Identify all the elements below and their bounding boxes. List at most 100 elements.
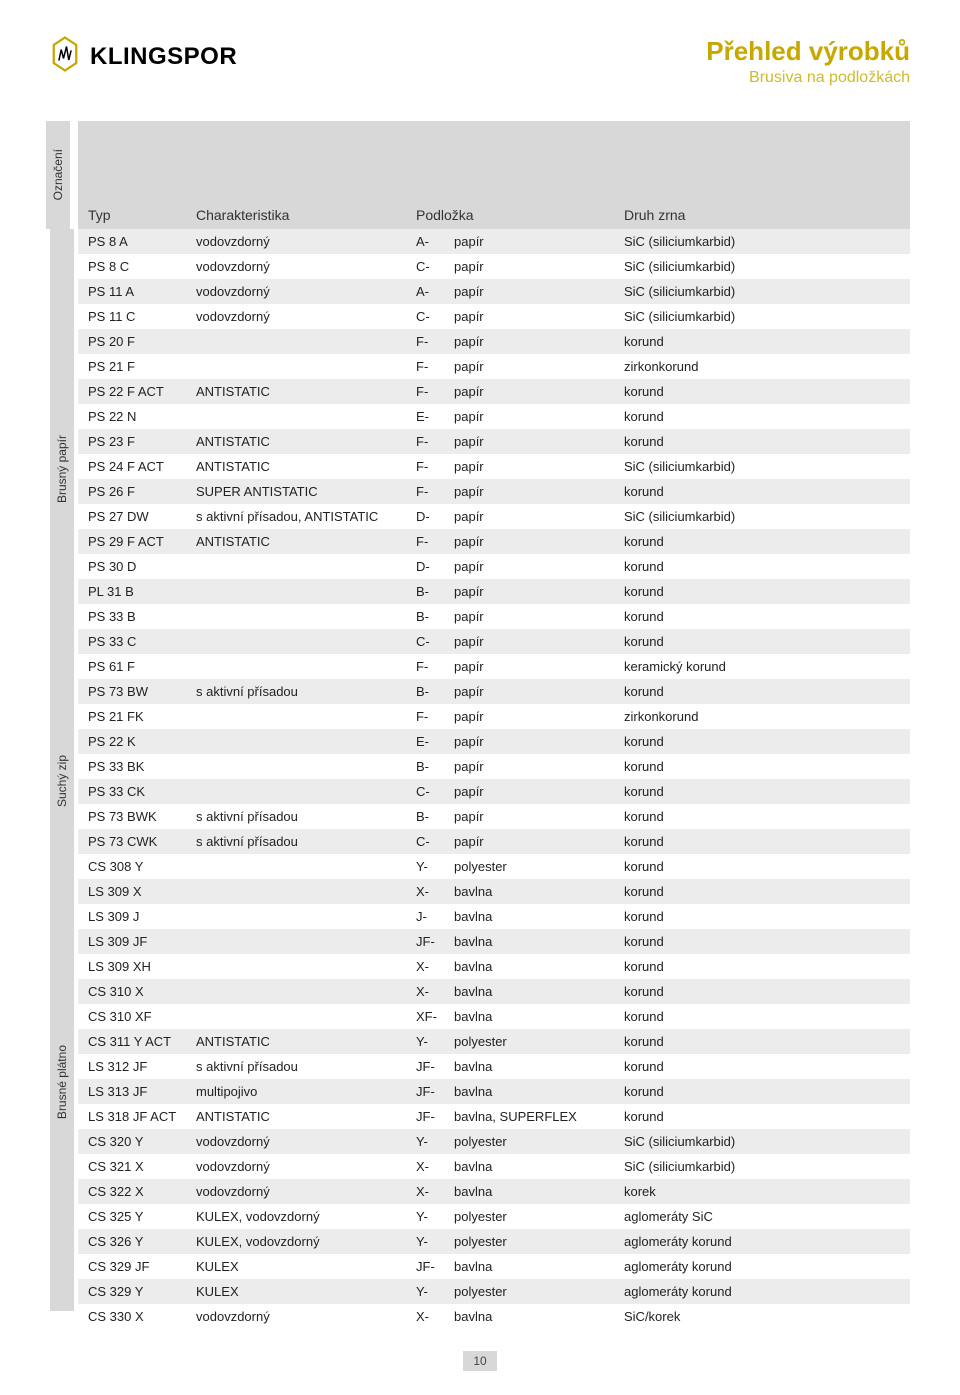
cell-typ: LS 309 J bbox=[78, 904, 188, 929]
cell-mat: papír bbox=[446, 654, 616, 679]
table-row: PS 33 BKB-papírkorund bbox=[78, 754, 910, 779]
table-row: LS 309 JJ-bavlnakorund bbox=[78, 904, 910, 929]
cell-mat: papír bbox=[446, 429, 616, 454]
cell-grain: korund bbox=[616, 779, 910, 804]
cell-char bbox=[188, 554, 408, 579]
col-grain: Druh zrna bbox=[616, 201, 910, 229]
cell-mat: papír bbox=[446, 329, 616, 354]
cell-char bbox=[188, 854, 408, 879]
table-row: CS 310 XFXF-bavlnakorund bbox=[78, 1004, 910, 1029]
cell-typ: PS 22 F ACT bbox=[78, 379, 188, 404]
table-row: LS 312 JFs aktivní přísadouJF-bavlnakoru… bbox=[78, 1054, 910, 1079]
cell-typ: PS 11 C bbox=[78, 304, 188, 329]
cell-grain: SiC (siliciumkarbid) bbox=[616, 454, 910, 479]
cell-mat: papír bbox=[446, 529, 616, 554]
cell-mat: polyester bbox=[446, 1279, 616, 1304]
table-row: PS 27 DWs aktivní přísadou, ANTISTATICD-… bbox=[78, 504, 910, 529]
cell-typ: PS 23 F bbox=[78, 429, 188, 454]
cell-code: X- bbox=[408, 1179, 446, 1204]
cell-mat: polyester bbox=[446, 854, 616, 879]
table-row: CS 320 YvodovzdornýY-polyesterSiC (silic… bbox=[78, 1129, 910, 1154]
cell-mat: polyester bbox=[446, 1129, 616, 1154]
cell-mat: bavlna bbox=[446, 879, 616, 904]
cell-mat: bavlna bbox=[446, 1004, 616, 1029]
table-row: PS 24 F ACTANTISTATICF-papírSiC (siliciu… bbox=[78, 454, 910, 479]
cell-code: F- bbox=[408, 454, 446, 479]
table-row: PS 26 FSUPER ANTISTATICF-papírkorund bbox=[78, 479, 910, 504]
cell-char bbox=[188, 329, 408, 354]
cell-char bbox=[188, 779, 408, 804]
cell-grain: korund bbox=[616, 604, 910, 629]
cell-code: C- bbox=[408, 629, 446, 654]
cell-code: A- bbox=[408, 229, 446, 254]
cell-typ: PS 21 FK bbox=[78, 704, 188, 729]
cell-mat: papír bbox=[446, 279, 616, 304]
cell-grain: SiC (siliciumkarbid) bbox=[616, 229, 910, 254]
table-row: CS 321 XvodovzdornýX-bavlnaSiC (silicium… bbox=[78, 1154, 910, 1179]
col-char: Charakteristika bbox=[188, 201, 408, 229]
cell-code: JF- bbox=[408, 1104, 446, 1129]
side-labels: OznačeníBrusný papírSuchý zipBrusné plát… bbox=[50, 121, 78, 1329]
cell-grain: korund bbox=[616, 1079, 910, 1104]
cell-code: X- bbox=[408, 954, 446, 979]
cell-code: C- bbox=[408, 779, 446, 804]
table-row: CS 311 Y ACTANTISTATICY-polyesterkorund bbox=[78, 1029, 910, 1054]
table-row: PS 30 DD-papírkorund bbox=[78, 554, 910, 579]
table-row: PS 23 FANTISTATICF-papírkorund bbox=[78, 429, 910, 454]
side-label: Brusné plátno bbox=[50, 854, 74, 1311]
cell-char bbox=[188, 879, 408, 904]
cell-mat: bavlna bbox=[446, 979, 616, 1004]
product-table: Typ Charakteristika Podložka Druh zrna P… bbox=[78, 121, 910, 1329]
cell-grain: korund bbox=[616, 854, 910, 879]
cell-char: vodovzdorný bbox=[188, 254, 408, 279]
cell-code: JF- bbox=[408, 1079, 446, 1104]
cell-code: E- bbox=[408, 404, 446, 429]
cell-code: F- bbox=[408, 654, 446, 679]
cell-typ: PS 11 A bbox=[78, 279, 188, 304]
cell-grain: korund bbox=[616, 1004, 910, 1029]
cell-char: ANTISTATIC bbox=[188, 454, 408, 479]
table-row: PS 73 CWKs aktivní přísadouC-papírkorund bbox=[78, 829, 910, 854]
cell-mat: papír bbox=[446, 804, 616, 829]
cell-char bbox=[188, 954, 408, 979]
page-title-block: Přehled výrobků Brusiva na podložkách bbox=[706, 36, 910, 87]
table-row: PS 73 BWKs aktivní přísadouB-papírkorund bbox=[78, 804, 910, 829]
table-row: PS 8 CvodovzdornýC-papírSiC (siliciumkar… bbox=[78, 254, 910, 279]
cell-grain: aglomeráty korund bbox=[616, 1254, 910, 1279]
cell-mat: bavlna, SUPERFLEX bbox=[446, 1104, 616, 1129]
cell-char bbox=[188, 729, 408, 754]
table-row: PS 33 CC-papírkorund bbox=[78, 629, 910, 654]
cell-grain: SiC (siliciumkarbid) bbox=[616, 304, 910, 329]
cell-grain: korund bbox=[616, 1054, 910, 1079]
table-row: PS 11 AvodovzdornýA-papírSiC (siliciumka… bbox=[78, 279, 910, 304]
cell-char: vodovzdorný bbox=[188, 279, 408, 304]
table-row: CS 325 YKULEX, vodovzdornýY-polyesteragl… bbox=[78, 1204, 910, 1229]
cell-mat: papír bbox=[446, 829, 616, 854]
cell-grain: korund bbox=[616, 979, 910, 1004]
cell-grain: korund bbox=[616, 479, 910, 504]
cell-mat: papír bbox=[446, 554, 616, 579]
cell-char: vodovzdorný bbox=[188, 1129, 408, 1154]
cell-typ: PS 33 CK bbox=[78, 779, 188, 804]
cell-grain: zirkonkorund bbox=[616, 704, 910, 729]
cell-char: ANTISTATIC bbox=[188, 1029, 408, 1054]
cell-code: X- bbox=[408, 979, 446, 1004]
cell-code: F- bbox=[408, 529, 446, 554]
product-table-wrap: OznačeníBrusný papírSuchý zipBrusné plát… bbox=[50, 121, 910, 1329]
cell-code: D- bbox=[408, 504, 446, 529]
cell-typ: LS 309 X bbox=[78, 879, 188, 904]
table-row: PS 22 F ACTANTISTATICF-papírkorund bbox=[78, 379, 910, 404]
cell-grain: korund bbox=[616, 329, 910, 354]
cell-typ: PS 24 F ACT bbox=[78, 454, 188, 479]
cell-char: KULEX, vodovzdorný bbox=[188, 1204, 408, 1229]
cell-char: s aktivní přísadou bbox=[188, 1054, 408, 1079]
cell-char bbox=[188, 1004, 408, 1029]
cell-code: JF- bbox=[408, 1054, 446, 1079]
cell-grain: korund bbox=[616, 954, 910, 979]
cell-grain: SiC (siliciumkarbid) bbox=[616, 279, 910, 304]
cell-code: F- bbox=[408, 479, 446, 504]
cell-mat: papír bbox=[446, 629, 616, 654]
cell-mat: papír bbox=[446, 504, 616, 529]
cell-grain: korund bbox=[616, 804, 910, 829]
side-label: Označení bbox=[46, 121, 70, 229]
